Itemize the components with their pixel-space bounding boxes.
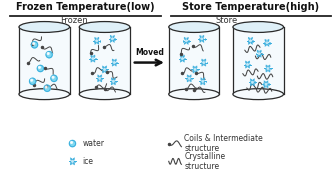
Circle shape <box>203 61 205 64</box>
Text: Frozen Temperature(low): Frozen Temperature(low) <box>16 2 155 12</box>
Bar <box>233 27 284 94</box>
Circle shape <box>111 38 113 40</box>
Ellipse shape <box>233 89 284 100</box>
Circle shape <box>266 42 268 44</box>
Ellipse shape <box>79 89 130 100</box>
Circle shape <box>47 53 49 54</box>
Circle shape <box>32 42 38 48</box>
Text: water: water <box>82 139 104 148</box>
Circle shape <box>96 40 98 42</box>
Bar <box>169 27 219 94</box>
Circle shape <box>265 83 267 85</box>
Text: Moved: Moved <box>135 48 164 57</box>
Bar <box>19 27 70 94</box>
Circle shape <box>185 40 187 42</box>
Circle shape <box>30 78 36 84</box>
Circle shape <box>37 65 43 72</box>
Circle shape <box>202 80 204 82</box>
Circle shape <box>194 68 196 70</box>
Text: ice: ice <box>82 157 93 166</box>
Ellipse shape <box>19 22 70 33</box>
Circle shape <box>247 64 249 66</box>
Ellipse shape <box>169 89 219 100</box>
Circle shape <box>31 79 33 81</box>
Circle shape <box>103 68 106 70</box>
Text: Store: Store <box>215 16 237 25</box>
Circle shape <box>71 142 73 143</box>
Circle shape <box>201 38 203 40</box>
Circle shape <box>45 86 47 88</box>
Text: Frozen: Frozen <box>60 16 88 25</box>
Circle shape <box>267 67 269 70</box>
Circle shape <box>249 40 251 42</box>
Ellipse shape <box>79 22 130 33</box>
Circle shape <box>72 160 74 162</box>
Circle shape <box>69 140 76 147</box>
Circle shape <box>44 85 50 91</box>
Circle shape <box>52 76 54 78</box>
Ellipse shape <box>233 22 284 33</box>
Circle shape <box>99 77 101 79</box>
Circle shape <box>113 61 115 64</box>
Circle shape <box>181 58 183 60</box>
Bar <box>79 27 130 94</box>
Circle shape <box>46 51 52 58</box>
Text: Store Temperature(high): Store Temperature(high) <box>182 2 319 12</box>
Ellipse shape <box>19 89 70 100</box>
Circle shape <box>251 81 253 83</box>
Text: Crystalline
structure: Crystalline structure <box>184 152 225 171</box>
Circle shape <box>112 80 114 82</box>
Circle shape <box>188 77 190 79</box>
Circle shape <box>33 43 35 45</box>
Circle shape <box>39 67 40 68</box>
Circle shape <box>51 75 57 81</box>
Text: Coils & Intermediate
structure: Coils & Intermediate structure <box>184 134 263 153</box>
Ellipse shape <box>169 22 219 33</box>
Circle shape <box>92 58 94 60</box>
Circle shape <box>258 53 260 55</box>
